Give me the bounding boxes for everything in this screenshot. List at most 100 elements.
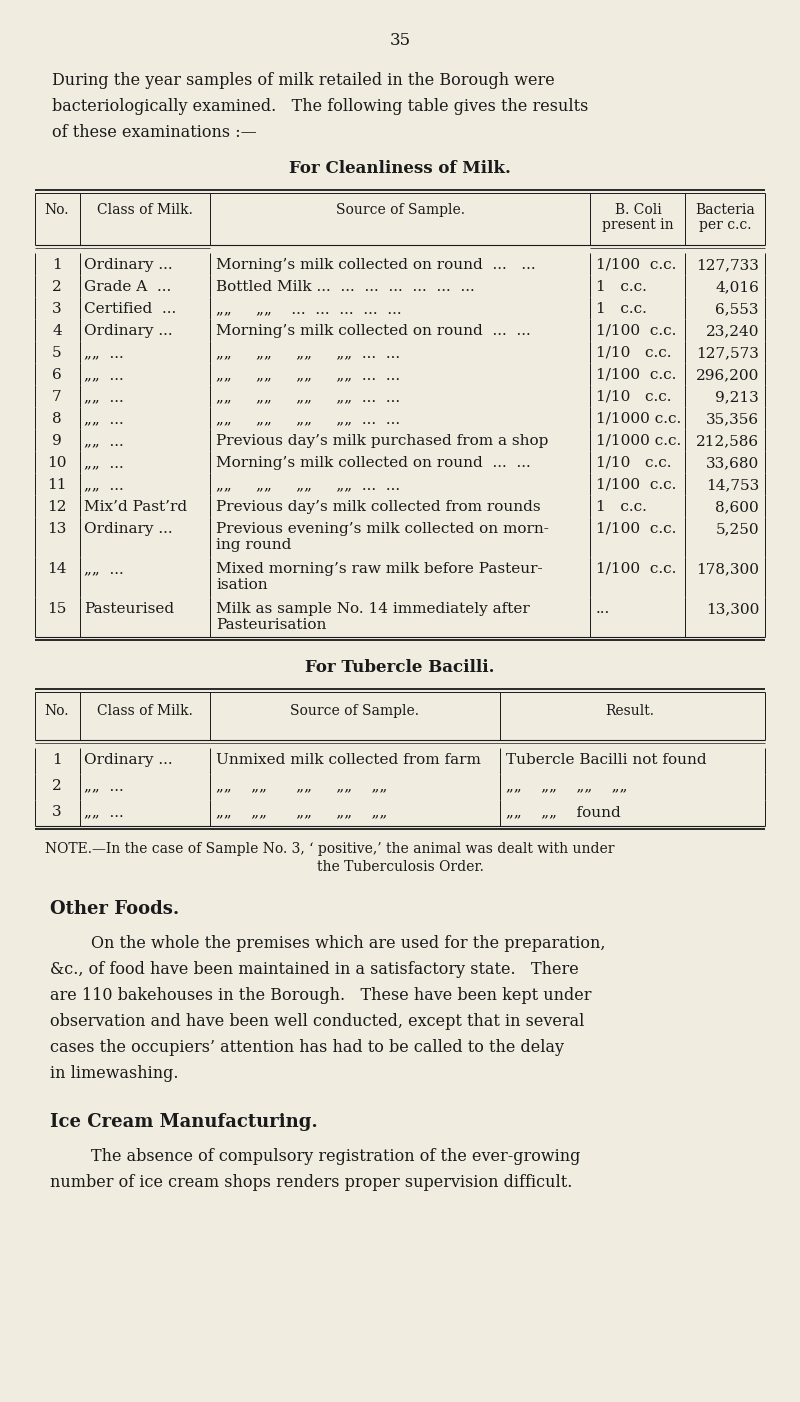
Text: 6,553: 6,553 <box>715 301 759 315</box>
Text: 1: 1 <box>52 753 62 767</box>
Text: bacteriologically examined.   The following table gives the results: bacteriologically examined. The followin… <box>52 98 588 115</box>
Text: 1: 1 <box>52 258 62 272</box>
Text: 33,680: 33,680 <box>706 456 759 470</box>
Text: 127,573: 127,573 <box>696 346 759 360</box>
Text: „„    „„      „„     „„    „„: „„ „„ „„ „„ „„ <box>216 805 387 819</box>
Text: Morning’s milk collected on round  ...  ...: Morning’s milk collected on round ... ..… <box>216 456 530 470</box>
Text: Class of Milk.: Class of Milk. <box>97 203 193 217</box>
Text: 1   c.c.: 1 c.c. <box>596 280 647 294</box>
Text: 35,356: 35,356 <box>706 412 759 426</box>
Text: the Tuberculosis Order.: the Tuberculosis Order. <box>317 859 483 873</box>
Text: 1/100  c.c.: 1/100 c.c. <box>596 258 676 272</box>
Text: „„     „„     „„     „„  ...  ...: „„ „„ „„ „„ ... ... <box>216 478 400 492</box>
Text: Previous evening’s milk collected on morn-: Previous evening’s milk collected on mor… <box>216 522 549 536</box>
Text: Class of Milk.: Class of Milk. <box>97 704 193 718</box>
Text: Result.: Result. <box>606 704 654 718</box>
Text: 14: 14 <box>47 562 66 576</box>
Text: 3: 3 <box>52 301 62 315</box>
Text: Certified  ...: Certified ... <box>84 301 176 315</box>
Text: On the whole the premises which are used for the preparation,: On the whole the premises which are used… <box>50 935 606 952</box>
Text: Previous day’s milk purchased from a shop: Previous day’s milk purchased from a sho… <box>216 435 548 449</box>
Text: 1/10   c.c.: 1/10 c.c. <box>596 346 671 360</box>
Text: „„    „„    found: „„ „„ found <box>506 805 621 819</box>
Text: „„  ...: „„ ... <box>84 780 124 794</box>
Text: Bottled Milk ...  ...  ...  ...  ...  ...  ...: Bottled Milk ... ... ... ... ... ... ... <box>216 280 474 294</box>
Text: Other Foods.: Other Foods. <box>50 900 179 918</box>
Text: Tubercle Bacilli not found: Tubercle Bacilli not found <box>506 753 706 767</box>
Text: 7: 7 <box>52 390 62 404</box>
Text: present in: present in <box>602 217 674 231</box>
Text: Pasteurised: Pasteurised <box>84 601 174 615</box>
Text: NOTE.—In the case of Sample No. 3, ‘ positive,’ the animal was dealt with under: NOTE.—In the case of Sample No. 3, ‘ pos… <box>45 843 614 857</box>
Text: 1   c.c.: 1 c.c. <box>596 301 647 315</box>
Text: „„  ...: „„ ... <box>84 456 124 470</box>
Text: Ordinary ...: Ordinary ... <box>84 258 173 272</box>
Text: 2: 2 <box>52 780 62 794</box>
Text: „„  ...: „„ ... <box>84 805 124 819</box>
Text: 9,213: 9,213 <box>715 390 759 404</box>
Text: Morning’s milk collected on round  ...  ...: Morning’s milk collected on round ... ..… <box>216 324 530 338</box>
Text: „„  ...: „„ ... <box>84 478 124 492</box>
Text: ing round: ing round <box>216 538 291 552</box>
Text: Ordinary ...: Ordinary ... <box>84 753 173 767</box>
Text: „„  ...: „„ ... <box>84 435 124 449</box>
Text: Ordinary ...: Ordinary ... <box>84 522 173 536</box>
Text: Morning’s milk collected on round  ...   ...: Morning’s milk collected on round ... ..… <box>216 258 536 272</box>
Text: „„  ...: „„ ... <box>84 367 124 381</box>
Text: „„    „„    „„    „„: „„ „„ „„ „„ <box>506 780 627 794</box>
Text: 4: 4 <box>52 324 62 338</box>
Text: 1   c.c.: 1 c.c. <box>596 501 647 515</box>
Text: 15: 15 <box>47 601 66 615</box>
Text: 14,753: 14,753 <box>706 478 759 492</box>
Text: Source of Sample.: Source of Sample. <box>335 203 465 217</box>
Text: in limewashing.: in limewashing. <box>50 1066 178 1082</box>
Text: 127,733: 127,733 <box>696 258 759 272</box>
Text: 13,300: 13,300 <box>706 601 759 615</box>
Text: per c.c.: per c.c. <box>698 217 751 231</box>
Text: 13: 13 <box>47 522 66 536</box>
Text: 1/1000 c.c.: 1/1000 c.c. <box>596 412 682 426</box>
Text: 1/100  c.c.: 1/100 c.c. <box>596 478 676 492</box>
Text: For Tubercle Bacilli.: For Tubercle Bacilli. <box>306 659 494 676</box>
Text: „„    „„      „„     „„    „„: „„ „„ „„ „„ „„ <box>216 780 387 794</box>
Text: Source of Sample.: Source of Sample. <box>290 704 419 718</box>
Text: 1/100  c.c.: 1/100 c.c. <box>596 324 676 338</box>
Text: 8: 8 <box>52 412 62 426</box>
Text: During the year samples of milk retailed in the Borough were: During the year samples of milk retailed… <box>52 72 554 88</box>
Text: 8,600: 8,600 <box>715 501 759 515</box>
Text: are 110 bakehouses in the Borough.   These have been kept under: are 110 bakehouses in the Borough. These… <box>50 987 591 1004</box>
Text: 1/100  c.c.: 1/100 c.c. <box>596 522 676 536</box>
Text: Unmixed milk collected from farm: Unmixed milk collected from farm <box>216 753 481 767</box>
Text: 3: 3 <box>52 805 62 819</box>
Text: No.: No. <box>45 203 70 217</box>
Text: Bacteria: Bacteria <box>695 203 755 217</box>
Text: ...: ... <box>596 601 610 615</box>
Text: „„     „„     „„     „„  ...  ...: „„ „„ „„ „„ ... ... <box>216 367 400 381</box>
Text: 5,250: 5,250 <box>715 522 759 536</box>
Text: „„     „„     „„     „„  ...  ...: „„ „„ „„ „„ ... ... <box>216 412 400 426</box>
Text: Ice Cream Manufacturing.: Ice Cream Manufacturing. <box>50 1113 318 1131</box>
Text: No.: No. <box>45 704 70 718</box>
Text: The absence of compulsory registration of the ever-growing: The absence of compulsory registration o… <box>50 1148 580 1165</box>
Text: Milk as sample No. 14 immediately after: Milk as sample No. 14 immediately after <box>216 601 530 615</box>
Text: 1/1000 c.c.: 1/1000 c.c. <box>596 435 682 449</box>
Text: 1/100  c.c.: 1/100 c.c. <box>596 367 676 381</box>
Text: of these examinations :—: of these examinations :— <box>52 123 257 142</box>
Text: „„  ...: „„ ... <box>84 390 124 404</box>
Text: 11: 11 <box>47 478 66 492</box>
Text: 4,016: 4,016 <box>715 280 759 294</box>
Text: Ordinary ...: Ordinary ... <box>84 324 173 338</box>
Text: 23,240: 23,240 <box>706 324 759 338</box>
Text: „„     „„    ...  ...  ...  ...  ...: „„ „„ ... ... ... ... ... <box>216 301 402 315</box>
Text: 178,300: 178,300 <box>696 562 759 576</box>
Text: „„     „„     „„     „„  ...  ...: „„ „„ „„ „„ ... ... <box>216 390 400 404</box>
Text: For Cleanliness of Milk.: For Cleanliness of Milk. <box>289 160 511 177</box>
Text: 9: 9 <box>52 435 62 449</box>
Text: 10: 10 <box>47 456 66 470</box>
Text: 6: 6 <box>52 367 62 381</box>
Text: „„  ...: „„ ... <box>84 346 124 360</box>
Text: 35: 35 <box>390 32 410 49</box>
Text: Grade A  ...: Grade A ... <box>84 280 171 294</box>
Text: 1/100  c.c.: 1/100 c.c. <box>596 562 676 576</box>
Text: 5: 5 <box>52 346 62 360</box>
